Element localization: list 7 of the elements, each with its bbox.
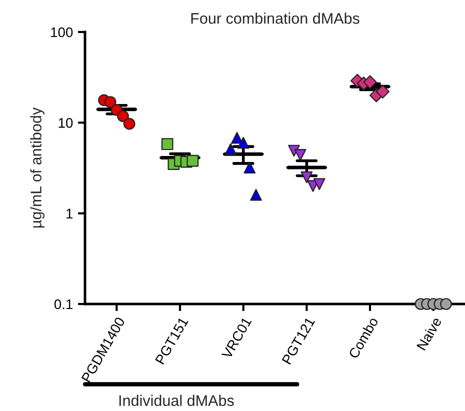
y-tick-label: 0.1 bbox=[54, 299, 73, 310]
text: Individual dMAbs bbox=[119, 394, 234, 406]
y-axis-title: µg/mL of antibody bbox=[30, 107, 44, 228]
y-tick-label: 100 bbox=[51, 27, 73, 38]
chart-title: Four combination dMAbs bbox=[191, 12, 360, 24]
y-tick-label: 10 bbox=[58, 118, 73, 128]
y-tick-label: 1 bbox=[66, 208, 73, 218]
